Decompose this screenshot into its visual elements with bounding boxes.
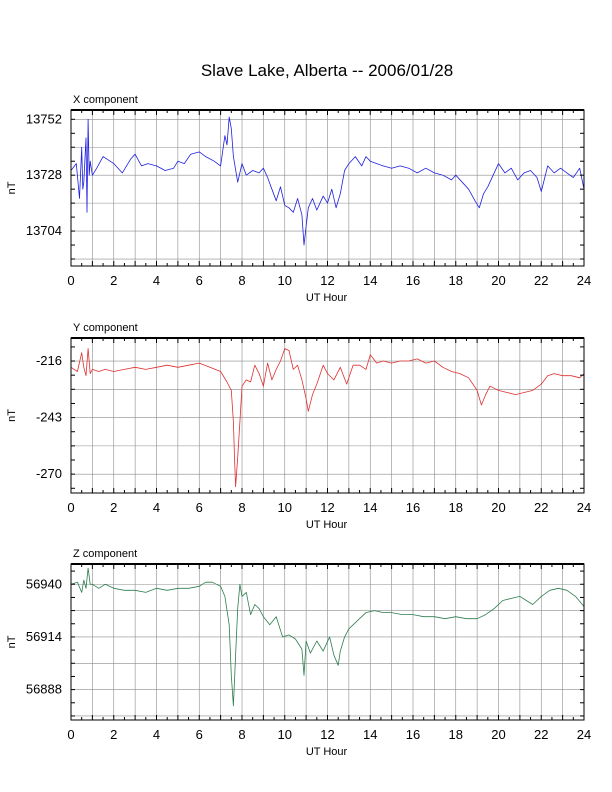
x-tick-label: 8 xyxy=(238,727,245,742)
y-tick-label: 56914 xyxy=(26,629,62,644)
x-tick-label: 12 xyxy=(320,273,334,288)
x-tick-label: 2 xyxy=(110,273,117,288)
x-tick-label: 16 xyxy=(406,273,420,288)
x-axis-label-x: UT Hour xyxy=(306,292,348,304)
y-tick-label: 13752 xyxy=(26,111,62,126)
x-tick-label: 16 xyxy=(406,500,420,515)
x-tick-label: 4 xyxy=(153,727,160,742)
x-tick-label: 24 xyxy=(577,500,591,515)
x-tick-label: 6 xyxy=(196,273,203,288)
x-tick-label: 24 xyxy=(577,727,591,742)
x-tick-label: 6 xyxy=(196,500,203,515)
figure-title: Slave Lake, Alberta -- 2006/01/28 xyxy=(201,61,453,80)
x-axis-label-y: UT Hour xyxy=(306,519,348,531)
y-tick-label: 56888 xyxy=(26,682,62,697)
x-tick-label: 4 xyxy=(153,273,160,288)
x-tick-label: 22 xyxy=(534,273,548,288)
y-tick-label: 13704 xyxy=(26,223,62,238)
panel-label-z: Z component xyxy=(73,548,137,560)
x-tick-label: 0 xyxy=(67,273,74,288)
y-axis-label-z: nT xyxy=(6,635,18,648)
x-tick-label: 14 xyxy=(363,273,377,288)
panel-label-y: Y component xyxy=(73,322,138,334)
series-line-y xyxy=(70,348,585,488)
x-tick-label: 22 xyxy=(534,500,548,515)
x-tick-label: 10 xyxy=(278,273,292,288)
x-tick-label: 4 xyxy=(153,500,160,515)
x-tick-label: 0 xyxy=(67,500,74,515)
x-tick-label: 20 xyxy=(491,727,505,742)
x-tick-label: 14 xyxy=(363,500,377,515)
x-tick-label: 14 xyxy=(363,727,377,742)
x-tick-label: 18 xyxy=(449,727,463,742)
x-tick-label: 18 xyxy=(449,500,463,515)
y-tick-label: -243 xyxy=(36,410,62,425)
x-tick-label: 12 xyxy=(320,727,334,742)
x-axis-label-z: UT Hour xyxy=(306,746,348,758)
x-tick-label: 18 xyxy=(449,273,463,288)
panel-label-x: X component xyxy=(73,94,138,106)
series-line-z xyxy=(70,567,585,707)
x-tick-label: 6 xyxy=(196,727,203,742)
x-tick-label: 2 xyxy=(110,727,117,742)
x-tick-label: 0 xyxy=(67,727,74,742)
x-tick-label: 2 xyxy=(110,500,117,515)
x-tick-label: 8 xyxy=(238,273,245,288)
x-tick-label: 24 xyxy=(577,273,591,288)
x-tick-label: 8 xyxy=(238,500,245,515)
y-axis-label-y: nT xyxy=(6,409,18,422)
x-tick-label: 10 xyxy=(278,500,292,515)
x-tick-label: 16 xyxy=(406,727,420,742)
x-tick-label: 20 xyxy=(491,500,505,515)
y-tick-label: 56940 xyxy=(26,576,62,591)
x-tick-label: 12 xyxy=(320,500,334,515)
y-tick-label: 13728 xyxy=(26,167,62,182)
y-tick-label: -216 xyxy=(36,353,62,368)
x-tick-label: 20 xyxy=(491,273,505,288)
x-tick-label: 10 xyxy=(278,727,292,742)
series-line-x xyxy=(70,116,585,246)
x-tick-label: 22 xyxy=(534,727,548,742)
y-tick-label: -270 xyxy=(36,466,62,481)
y-axis-label-x: nT xyxy=(6,181,18,194)
